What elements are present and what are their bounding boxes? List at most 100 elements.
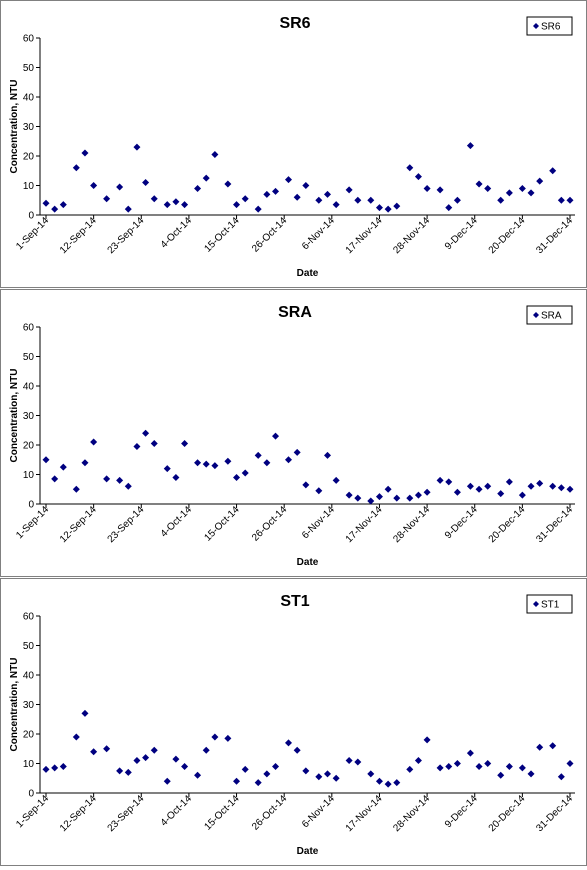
data-point [103, 745, 111, 753]
panel-border [0, 0, 587, 288]
legend-marker [533, 23, 539, 29]
data-point [233, 473, 241, 481]
data-point [181, 762, 189, 770]
data-point [527, 482, 535, 490]
data-point [557, 773, 565, 781]
data-point [211, 462, 219, 470]
data-point [133, 442, 141, 450]
data-point [466, 482, 474, 490]
data-point [566, 485, 574, 493]
data-point [142, 429, 150, 437]
y-tick-label: 10 [23, 759, 35, 770]
data-point [436, 764, 444, 772]
data-point [90, 748, 98, 756]
data-point [272, 432, 280, 440]
y-tick-label: 50 [23, 641, 35, 652]
data-point [172, 755, 180, 763]
data-point [241, 469, 249, 477]
data-point [302, 767, 310, 775]
data-point [505, 189, 513, 197]
data-point [272, 762, 280, 770]
data-point [293, 193, 301, 201]
data-point [302, 481, 310, 489]
y-tick-label: 60 [23, 612, 35, 623]
data-point [323, 451, 331, 459]
data-point [323, 190, 331, 198]
data-point [42, 199, 50, 207]
data-point [72, 733, 80, 741]
panel-border [0, 289, 587, 577]
data-point [445, 478, 453, 486]
data-point [384, 485, 392, 493]
legend-box [526, 305, 573, 325]
y-tick-label: 40 [23, 671, 35, 682]
data-point [518, 491, 526, 499]
data-point [406, 494, 414, 502]
data-point [194, 184, 202, 192]
chart-title: ST1 [280, 593, 309, 610]
data-point [272, 187, 280, 195]
data-point [302, 182, 310, 189]
data-point [202, 746, 210, 754]
data-point [124, 768, 132, 776]
data-point [263, 459, 271, 467]
data-point [354, 758, 362, 766]
legend-label: SR6 [541, 22, 561, 33]
data-point [51, 475, 59, 483]
y-axis-title: Concentration, NTU [9, 369, 20, 463]
legend-label: SRA [541, 311, 562, 322]
data-point [536, 177, 544, 185]
data-point [181, 440, 189, 448]
data-point [345, 757, 353, 765]
y-tick-label: 20 [23, 152, 35, 163]
data-point [293, 746, 301, 754]
data-point [406, 765, 414, 773]
data-point [414, 173, 422, 181]
data-point [241, 765, 249, 773]
data-point [332, 774, 340, 782]
data-point [133, 757, 141, 765]
data-point [59, 762, 67, 770]
data-point [42, 456, 50, 464]
data-point [497, 196, 505, 204]
data-point [142, 754, 150, 762]
chart-title: SRA [278, 304, 312, 321]
data-point [116, 767, 124, 775]
data-point [354, 196, 362, 204]
data-point [375, 777, 383, 785]
data-point [172, 473, 180, 481]
data-point [81, 149, 89, 157]
data-point [224, 457, 232, 465]
legend-box [526, 16, 573, 36]
data-point [150, 746, 158, 754]
data-point [163, 777, 171, 785]
y-tick-label: 10 [23, 470, 35, 481]
data-point [81, 459, 89, 467]
data-point [566, 760, 574, 767]
legend-marker [533, 601, 539, 607]
y-tick-label: 0 [28, 211, 34, 222]
data-point [202, 174, 210, 182]
data-point [354, 494, 362, 502]
data-point [414, 757, 422, 765]
data-point [150, 195, 158, 203]
data-point [466, 749, 474, 757]
data-point [393, 779, 401, 787]
data-point [536, 743, 544, 751]
y-tick-label: 60 [23, 323, 35, 334]
data-point [423, 488, 431, 496]
data-point [263, 190, 271, 198]
data-point [150, 440, 158, 448]
y-tick-label: 60 [23, 34, 35, 45]
data-point [445, 204, 453, 212]
legend-marker [533, 312, 539, 318]
data-point [263, 770, 271, 778]
data-point [423, 736, 431, 744]
y-tick-label: 20 [23, 730, 35, 741]
data-point [285, 176, 293, 184]
data-point [497, 490, 505, 498]
data-point [436, 476, 444, 484]
data-point [315, 196, 323, 204]
data-point [475, 762, 483, 770]
